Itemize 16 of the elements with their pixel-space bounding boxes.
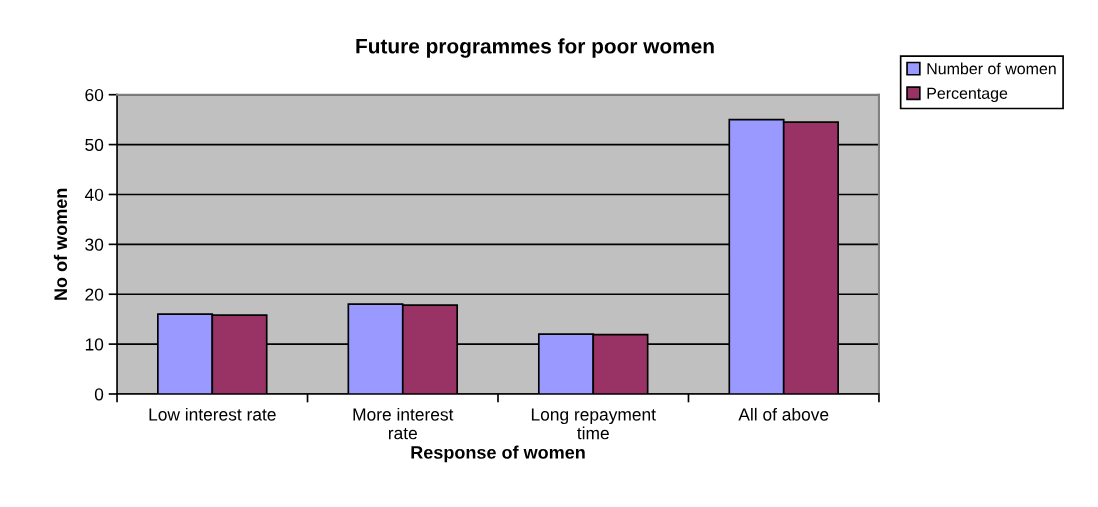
x-axis-title: Response of women bbox=[411, 445, 585, 463]
y-tick-label: 0 bbox=[94, 388, 104, 401]
y-tick-label: 40 bbox=[84, 188, 104, 201]
y-tick-label: 60 bbox=[85, 88, 104, 102]
chart-title: Future programmes for poor women bbox=[356, 38, 714, 58]
y-tick-label: 10 bbox=[85, 338, 104, 351]
y-tick-label: 50 bbox=[85, 138, 104, 152]
legend-label: Percentage bbox=[927, 87, 1008, 103]
x-tick-label: Long repayment time bbox=[531, 408, 656, 440]
legend-label: Number of women bbox=[927, 62, 1056, 75]
x-tick-label: More interest rate bbox=[353, 407, 454, 440]
y-tick-label: 30 bbox=[85, 238, 104, 251]
y-tick-label: 20 bbox=[85, 288, 104, 301]
y-axis-title: No of women bbox=[53, 188, 68, 300]
x-tick-label: All of above bbox=[738, 407, 829, 421]
x-tick-label: Low interest rate bbox=[149, 407, 276, 421]
